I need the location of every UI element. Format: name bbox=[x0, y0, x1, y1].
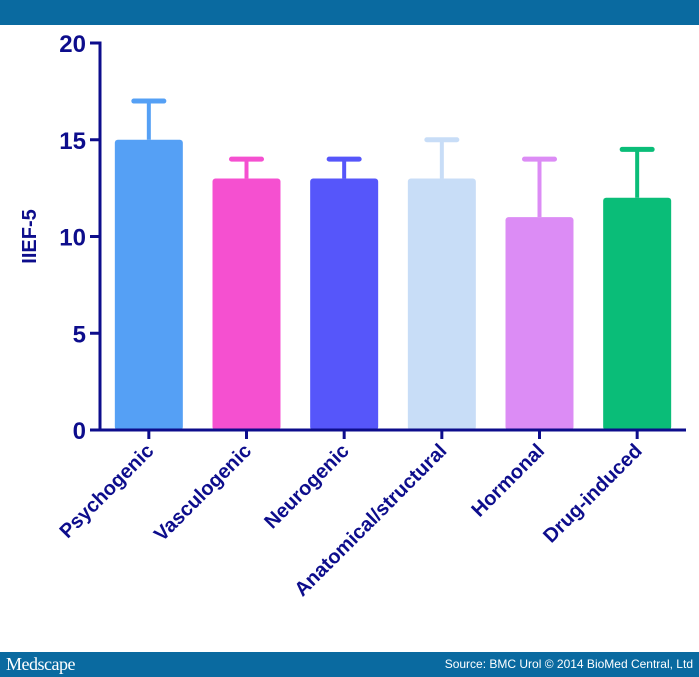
x-tick-label: Psychogenic bbox=[56, 440, 159, 543]
footer: Medscape Source: BMC Urol © 2014 BioMed … bbox=[0, 652, 699, 677]
y-tick-label: 5 bbox=[73, 321, 86, 348]
bar bbox=[310, 178, 379, 430]
bar bbox=[603, 197, 672, 430]
x-tick-label: Hormonal bbox=[467, 440, 549, 522]
x-tick-label: Drug-induced bbox=[539, 440, 646, 547]
source-credit: Source: BMC Urol © 2014 BioMed Central, … bbox=[444, 657, 693, 671]
x-tick-label: Vasculogenic bbox=[150, 440, 256, 546]
x-tick-label: Neurogenic bbox=[260, 440, 353, 533]
bar bbox=[407, 178, 476, 430]
y-tick-label: 15 bbox=[59, 128, 86, 155]
bar bbox=[212, 178, 281, 430]
bar bbox=[114, 139, 183, 430]
y-axis-label: IIEF-5 bbox=[19, 209, 41, 263]
medscape-logo: Medscape bbox=[6, 654, 75, 674]
y-tick-label: 0 bbox=[73, 418, 86, 445]
top-banner bbox=[0, 0, 699, 25]
y-tick-label: 10 bbox=[59, 225, 86, 252]
bar bbox=[505, 217, 574, 430]
y-tick-label: 20 bbox=[59, 31, 86, 58]
